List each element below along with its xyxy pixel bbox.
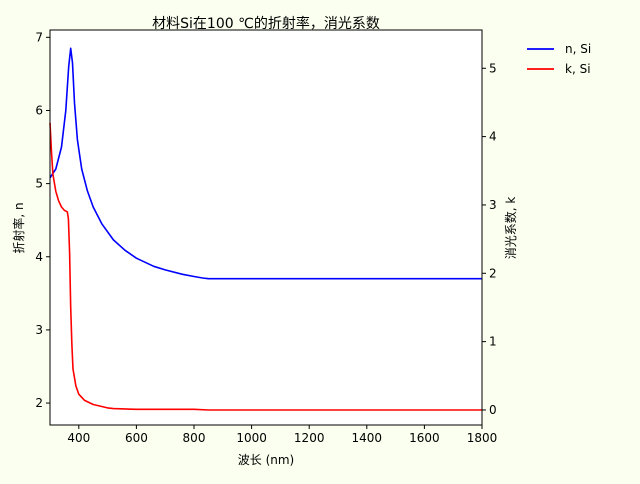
y-left-tick-label: 5 — [35, 177, 43, 191]
y-left-axis-label: 折射率, n — [11, 202, 26, 253]
y-right-tick-label: 3 — [489, 198, 497, 212]
series-line-n — [49, 47, 482, 280]
y-right-tick-label: 1 — [489, 335, 497, 349]
series-line-k — [49, 122, 482, 411]
y-left-tick-label: 3 — [35, 323, 43, 337]
plot-layer: 400 600 800 1000 1200 1400 1600 1800 2 3 4 5 6 7 0 1 2 3 4… — [35, 29, 498, 445]
y-right-tick-label: 4 — [489, 130, 497, 144]
x-tick-label: 1600 — [409, 431, 440, 445]
plot-frame — [49, 29, 483, 426]
y-right-axis-label: 消光系数, k — [503, 197, 518, 260]
y-right-tick-label: 2 — [489, 266, 497, 280]
y-right-tick-label: 0 — [489, 403, 497, 417]
y-left-tick-label: 6 — [35, 103, 43, 117]
y-left-tick-label: 7 — [35, 30, 43, 44]
chart-title: 材料Si在100 ℃的折射率，消光系数 — [152, 15, 380, 32]
x-tick-label: 1400 — [352, 431, 383, 445]
legend-label-k: k, Si — [565, 62, 591, 76]
x-axis-label: 波长 (nm) — [238, 453, 294, 467]
x-tick-label: 1200 — [294, 431, 325, 445]
x-tick-label: 1000 — [236, 431, 267, 445]
x-tick-label: 400 — [67, 431, 90, 445]
x-tick-label: 600 — [125, 431, 148, 445]
x-tick-label: 800 — [183, 431, 206, 445]
plot-area — [50, 30, 482, 425]
y-right-tick-label: 5 — [489, 61, 497, 75]
x-tick-label: 1800 — [467, 431, 498, 445]
legend-label-n: n, Si — [565, 42, 591, 56]
legend: n, Si k, Si — [527, 42, 591, 76]
y-left-tick-label: 2 — [35, 396, 43, 410]
y-left-tick-label: 4 — [35, 250, 43, 264]
